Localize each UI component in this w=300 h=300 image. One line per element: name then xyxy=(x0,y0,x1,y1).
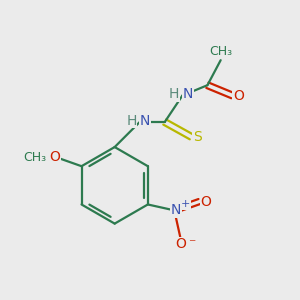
Text: H: H xyxy=(169,87,179,101)
Text: O: O xyxy=(175,237,186,251)
Text: N: N xyxy=(140,114,150,128)
Text: N: N xyxy=(171,203,181,218)
Text: O: O xyxy=(200,194,211,208)
Text: CH₃: CH₃ xyxy=(209,45,232,58)
Text: O: O xyxy=(50,150,61,164)
Text: N: N xyxy=(182,87,193,101)
Text: S: S xyxy=(193,130,202,144)
Text: H: H xyxy=(126,114,136,128)
Text: CH₃: CH₃ xyxy=(23,151,46,164)
Text: O: O xyxy=(233,88,244,103)
Text: +: + xyxy=(181,200,190,209)
Text: ⁻: ⁻ xyxy=(188,237,195,251)
